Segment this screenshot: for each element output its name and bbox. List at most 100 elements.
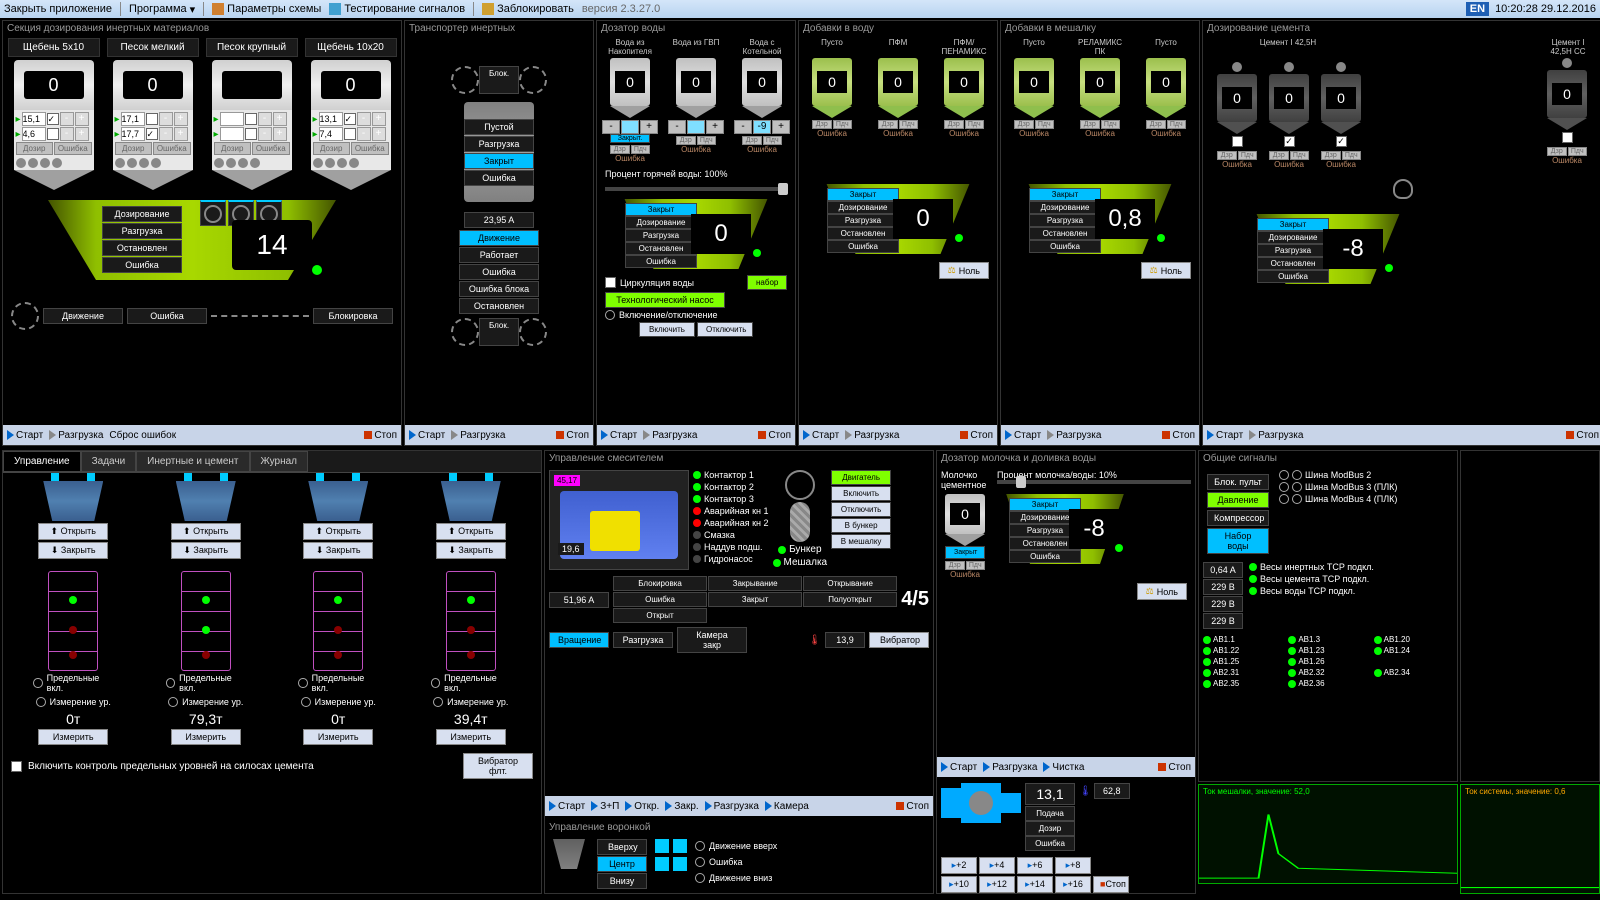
silo-2-chk1[interactable] xyxy=(245,113,257,125)
water-tanks-2-dzr[interactable]: Дзр xyxy=(742,136,762,145)
add-water-hopper-btns-3[interactable]: Остановлен xyxy=(827,227,899,240)
mixer-bb-1[interactable]: З+П xyxy=(591,801,619,812)
signal-test-btn[interactable]: Тестирование сигналов xyxy=(329,3,465,15)
am-start-btn[interactable]: Старт xyxy=(1005,430,1041,441)
silo-0-chk1[interactable] xyxy=(47,113,59,125)
silo-3-plus1[interactable]: + xyxy=(372,112,386,126)
incr1-2[interactable]: ▸+6 xyxy=(1017,857,1053,874)
tab-2[interactable]: Инертные и цемент xyxy=(136,451,249,472)
milk-hopper-btns-4[interactable]: Ошибка xyxy=(1009,550,1081,563)
add-mixer-tanks-1-pdch[interactable]: Пдч xyxy=(1101,120,1121,129)
milk-bb-3[interactable]: Стоп xyxy=(1158,762,1191,773)
add-water-hopper-btns-2[interactable]: Разгрузка xyxy=(827,214,899,227)
mixer-bb-3[interactable]: Закр. xyxy=(665,801,698,812)
cem-unload-btn[interactable]: Разгрузка xyxy=(1249,430,1303,441)
water-hopper-btns-4[interactable]: Ошибка xyxy=(625,255,697,268)
vibrator-btn[interactable]: Вибратор xyxy=(869,632,929,648)
mixer-ctrl-1[interactable]: Включить xyxy=(831,486,891,501)
scheme-params-btn[interactable]: Параметры схемы xyxy=(212,3,321,15)
mixer-grid-3[interactable]: Ошибка xyxy=(613,592,707,607)
vibr-filter-btn[interactable]: Вибратор флт. xyxy=(463,753,533,779)
water-hopper-btns-1[interactable]: Дозирование xyxy=(625,216,697,229)
silo-0-dozir[interactable]: Дозир xyxy=(16,142,54,155)
sig-btn-1[interactable]: Давление xyxy=(1207,492,1269,508)
camera-closed-btn[interactable]: Камера закр xyxy=(677,627,747,653)
silo-3-dozir[interactable]: Дозир xyxy=(313,142,351,155)
add-water-tanks-2-dzr[interactable]: Дзр xyxy=(944,120,964,129)
add-water-tanks-1-dzr[interactable]: Дзр xyxy=(878,120,898,129)
sig-btn-3[interactable]: Набор воды xyxy=(1207,528,1269,554)
inert-stop-btn[interactable]: Стоп xyxy=(364,430,397,441)
milk-null-btn[interactable]: ⚖Ноль xyxy=(1137,583,1187,600)
tower-3-measure[interactable] xyxy=(433,697,443,707)
mixer-bb-4[interactable]: Разгрузка xyxy=(705,801,759,812)
add-water-tanks-0-pdch[interactable]: Пдч xyxy=(833,120,853,129)
silo-0-plus1[interactable]: + xyxy=(75,112,89,126)
water-tanks-1-dzr[interactable]: Дзр xyxy=(676,136,696,145)
mixer-bb-6[interactable]: Стоп xyxy=(896,801,929,812)
add-mixer-null-btn[interactable]: ⚖Ноль xyxy=(1141,262,1191,279)
sig-btn-2[interactable]: Компрессор xyxy=(1207,510,1269,526)
belt-move-btn[interactable]: Движение xyxy=(43,308,123,324)
silo-1-plus1[interactable]: + xyxy=(174,112,188,126)
cement-hopper-btns-4[interactable]: Ошибка xyxy=(1257,270,1329,283)
add-mixer-tanks-0-dzr[interactable]: Дзр xyxy=(1014,120,1034,129)
incr2-stop[interactable]: ■Стоп xyxy=(1093,876,1129,893)
mixer-grid-6[interactable]: Открыт xyxy=(613,608,707,623)
incr2-0[interactable]: ▸+10 xyxy=(941,876,977,893)
water-tanks-2-plus[interactable]: + xyxy=(772,120,790,134)
water-tanks-1-minus[interactable]: - xyxy=(668,120,686,134)
silo-1-dozir[interactable]: Дозир xyxy=(115,142,153,155)
silo-3-p1[interactable] xyxy=(319,112,343,126)
water-tanks-2-pdch[interactable]: Пдч xyxy=(763,136,783,145)
tower-1-measure[interactable] xyxy=(168,697,178,707)
unload-btn2[interactable]: Разгрузка xyxy=(613,632,673,648)
hopper-btn-2[interactable]: Остановлен xyxy=(102,240,182,256)
lang-badge[interactable]: EN xyxy=(1466,2,1489,16)
water-start-btn[interactable]: Старт xyxy=(601,430,637,441)
mixer-bb-5[interactable]: Камера xyxy=(765,801,809,812)
add-water-hopper-btns-1[interactable]: Дозирование xyxy=(827,201,899,214)
mixer-ctrl-0[interactable]: Двигатель xyxy=(831,470,891,485)
add-water-hopper-btns-4[interactable]: Ошибка xyxy=(827,240,899,253)
mixer-ctrl-2[interactable]: Отключить xyxy=(831,502,891,517)
tower-1-measure-btn[interactable]: Измерить xyxy=(171,729,241,745)
mixer-bb-2[interactable]: Откр. xyxy=(625,801,659,812)
silo-2-plus2[interactable]: + xyxy=(273,127,287,141)
add-mixer-tanks-1-dzr[interactable]: Дзр xyxy=(1080,120,1100,129)
conv-btn2-1[interactable]: Работает xyxy=(459,247,539,263)
am-unload-btn[interactable]: Разгрузка xyxy=(1047,430,1101,441)
tech-pump-btn[interactable]: Технологический насос xyxy=(605,292,725,308)
bin-2-close[interactable]: ⬇ Закрыть xyxy=(303,542,373,559)
add-mixer-hopper-btns-0[interactable]: Закрыт xyxy=(1029,188,1101,201)
silo-2-chk2[interactable] xyxy=(245,128,257,140)
bin-0-close[interactable]: ⬇ Закрыть xyxy=(38,542,108,559)
add-mixer-hopper-btns-3[interactable]: Остановлен xyxy=(1029,227,1101,240)
toggle-radio[interactable] xyxy=(605,310,615,320)
milk-bb-0[interactable]: Старт xyxy=(941,762,977,773)
incr1-3[interactable]: ▸+8 xyxy=(1055,857,1091,874)
bin-3-close[interactable]: ⬇ Закрыть xyxy=(436,542,506,559)
milk-closed-btn[interactable]: Закрыт xyxy=(945,546,985,559)
mixer-ctrl-3[interactable]: В бункер xyxy=(831,518,891,533)
tower-0-measure-btn[interactable]: Измерить xyxy=(38,729,108,745)
silo-ctrl-checkbox[interactable] xyxy=(11,761,22,772)
bin-1-open[interactable]: ⬆ Открыть xyxy=(171,523,241,540)
incr2-2[interactable]: ▸+14 xyxy=(1017,876,1053,893)
add-water-tanks-2-pdch[interactable]: Пдч xyxy=(965,120,985,129)
silo-0-plus2[interactable]: + xyxy=(75,127,89,141)
set-btn[interactable]: набор xyxy=(747,275,787,290)
water-tanks-0-minus[interactable]: - xyxy=(602,120,620,134)
water-tanks-1-pdch[interactable]: Пдч xyxy=(697,136,717,145)
silo-1-p2[interactable] xyxy=(121,127,145,141)
pump-on-btn[interactable]: Включить xyxy=(639,322,695,337)
add-mixer-tanks-2-pdch[interactable]: Пдч xyxy=(1167,120,1187,129)
mixer-grid-4[interactable]: Закрыт xyxy=(708,592,802,607)
hot-water-track[interactable] xyxy=(605,187,787,191)
water-stop-btn[interactable]: Стоп xyxy=(758,430,791,441)
add-water-null-btn[interactable]: ⚖Ноль xyxy=(939,262,989,279)
mixer-grid-0[interactable]: Блокировка xyxy=(613,576,707,591)
bin-0-open[interactable]: ⬆ Открыть xyxy=(38,523,108,540)
silo-0-chk2[interactable] xyxy=(47,128,59,140)
add-water-tanks-0-dzr[interactable]: Дзр xyxy=(812,120,832,129)
